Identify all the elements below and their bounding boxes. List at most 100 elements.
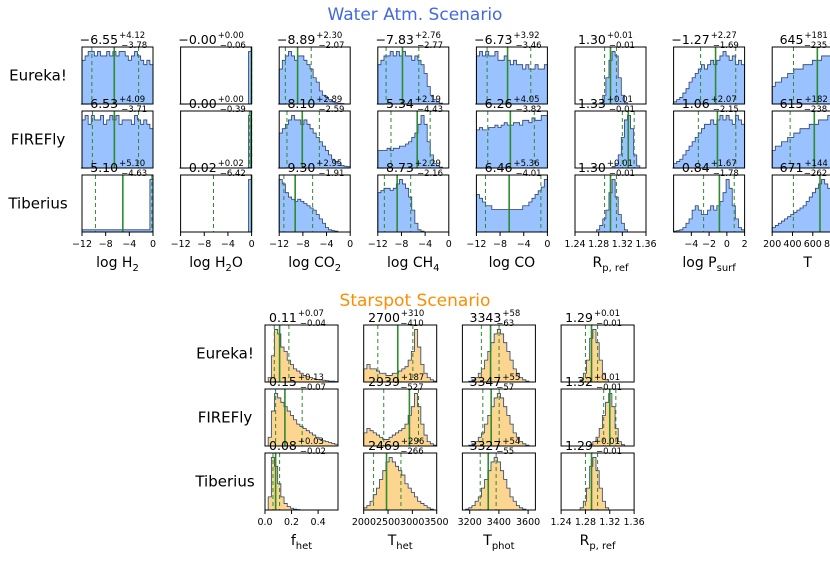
histogram-panel: −8.10+2.89 −2.59 bbox=[277, 95, 351, 169]
panel-frame bbox=[363, 388, 438, 447]
row-label: FIREFly bbox=[11, 131, 66, 149]
histogram-panel: −0.02+0.02 −6.42 bbox=[178, 159, 253, 233]
histogram-bars bbox=[265, 393, 339, 447]
histogram-panel: 645+181 −235 bbox=[771, 31, 830, 105]
median-annotation: 3343+58 −63 bbox=[470, 309, 521, 329]
median-annotation: −5.34+2.19 −4.43 bbox=[376, 95, 443, 115]
median-annotation: 1.30+0.01 −0.01 bbox=[578, 159, 635, 179]
x-tick-label: 0 bbox=[446, 239, 452, 250]
median-annotation: −6.53+4.09 −3.71 bbox=[80, 95, 147, 115]
panel-frame bbox=[771, 110, 830, 169]
x-tick-label: 1.32 bbox=[612, 239, 633, 250]
histogram-panel: 1.29+0.01 −0.01 bbox=[560, 437, 635, 511]
histogram-panel: 1.32+0.01 −0.01 bbox=[560, 373, 635, 447]
panel-frame bbox=[475, 110, 548, 169]
panel-frame bbox=[673, 46, 746, 105]
median-annotation: −6.73+3.92 −3.46 bbox=[474, 31, 541, 51]
x-axis-label: fhet bbox=[291, 533, 312, 552]
panel-frame bbox=[560, 452, 635, 511]
panel-frame bbox=[264, 324, 339, 383]
median-annotation: 615+182 −238 bbox=[780, 95, 828, 115]
histogram-panel: 3327+54 −55 bbox=[461, 437, 536, 511]
panel-frame bbox=[278, 174, 351, 233]
histogram-panel: −6.73+3.92 −3.46 bbox=[474, 31, 548, 105]
x-tick-label: −8 bbox=[197, 239, 211, 250]
x-axis-label: log H2 bbox=[96, 255, 139, 274]
panel-frame bbox=[461, 324, 536, 383]
x-tick-label: 0 bbox=[544, 239, 550, 250]
panel-frame bbox=[560, 388, 635, 447]
panel-frame bbox=[377, 46, 450, 105]
x-axis: 200400600800 T bbox=[763, 232, 830, 271]
histogram-panel: −8.89+2.30 −2.07 bbox=[277, 31, 351, 105]
median-annotation: 0.11+0.07 −0.04 bbox=[269, 309, 326, 329]
median-annotation: 1.29+0.01 −0.01 bbox=[565, 309, 622, 329]
histogram-bars bbox=[278, 179, 351, 233]
panel-frame bbox=[771, 174, 830, 233]
row-label: Eureka! bbox=[196, 345, 254, 363]
histogram-panel: −5.34+2.19 −4.43 bbox=[376, 95, 450, 169]
median-annotation: 1.29+0.01 −0.01 bbox=[565, 437, 622, 457]
chart-title: Water Atm. Scenario bbox=[328, 5, 503, 25]
x-tick-label: 2000250030003500 bbox=[352, 517, 449, 528]
x-tick-label: −12 bbox=[269, 239, 289, 250]
x-tick-label: 200 bbox=[763, 239, 781, 250]
x-tick-label: −12 bbox=[72, 239, 92, 250]
median-annotation: −0.02+0.02 −6.42 bbox=[178, 159, 245, 179]
median-annotation: −6.26+4.05 −3.82 bbox=[474, 95, 541, 115]
histogram-bars bbox=[476, 51, 548, 105]
x-tick-label: 3600 bbox=[516, 517, 540, 528]
median-annotation: 2469+296 −266 bbox=[368, 437, 424, 457]
histogram-panel: −9.30+2.95 −1.91 bbox=[277, 159, 351, 233]
panel-frame bbox=[81, 174, 154, 233]
x-axis: −4 −2 0 2 log Psurf bbox=[682, 232, 748, 274]
histogram-panel: −7.83+2.76 −2.77 bbox=[376, 31, 450, 105]
x-tick-label: −4 bbox=[122, 239, 136, 250]
chart-0: Water Atm. Scenario Eureka! FIREFly Tiberiu… bbox=[7, 5, 830, 274]
x-tick-label: 1.24 bbox=[551, 517, 572, 528]
panel-frame bbox=[461, 388, 536, 447]
panel-frame bbox=[81, 110, 154, 169]
x-tick-label: −8 bbox=[296, 239, 310, 250]
histogram-bars bbox=[81, 179, 154, 233]
histogram-panel: 1.30+0.01 −0.01 bbox=[574, 159, 647, 233]
x-axis-label: log Psurf bbox=[682, 255, 736, 274]
x-tick-label: −12 bbox=[171, 239, 191, 250]
x-tick-label: −4 bbox=[684, 239, 698, 250]
histogram-panel: −1.27+2.27 −1.69 bbox=[671, 31, 746, 105]
histogram-panel: −0.00+0.00 −0.06 bbox=[178, 31, 253, 105]
histogram-panel: 0.08+0.03 −0.02 bbox=[264, 437, 339, 511]
x-axis: 2000250030003500 Thet bbox=[352, 510, 449, 552]
x-axis-label: log H2O bbox=[189, 255, 243, 274]
row-label: Tiberius bbox=[7, 195, 67, 213]
panel-frame bbox=[377, 174, 450, 233]
x-tick-label: 0 bbox=[724, 239, 730, 250]
median-annotation: 1.33+0.01 −0.01 bbox=[578, 95, 635, 115]
histogram-panel: 1.29+0.01 −0.01 bbox=[560, 309, 635, 383]
histogram-panel: 0.11+0.07 −0.04 bbox=[264, 309, 339, 383]
median-annotation: −7.83+2.76 −2.77 bbox=[376, 31, 443, 51]
x-tick-label: 0 bbox=[347, 239, 353, 250]
histogram-panel: −6.55+4.12 −3.78 bbox=[80, 31, 154, 105]
median-annotation: 0.15+0.13 −0.07 bbox=[269, 373, 326, 393]
x-axis: −12 −8 −4 0 log CO bbox=[466, 232, 550, 271]
panel-frame bbox=[264, 388, 339, 447]
x-tick-label: 3200 bbox=[458, 517, 482, 528]
histogram-bars bbox=[771, 115, 830, 169]
median-annotation: 2700+310 −410 bbox=[368, 309, 424, 329]
x-axis-label: T bbox=[802, 255, 812, 271]
histogram-bars bbox=[180, 179, 252, 233]
x-axis: −12 −8 −4 0 log H2 bbox=[72, 232, 156, 274]
x-tick-label: −4 bbox=[418, 239, 432, 250]
median-annotation: −6.55+4.12 −3.78 bbox=[80, 31, 147, 51]
x-tick-label: −8 bbox=[493, 239, 507, 250]
x-tick-label: 1.28 bbox=[575, 517, 596, 528]
chart-title: Starspot Scenario bbox=[340, 291, 491, 311]
chart-1: Starspot Scenario Eureka! FIREFly Tiberius 0… bbox=[194, 291, 644, 552]
row-label: Tiberius bbox=[194, 473, 254, 491]
histogram-bars bbox=[476, 179, 548, 233]
x-tick-label: 0.2 bbox=[284, 517, 299, 528]
x-axis-label: Thet bbox=[387, 533, 413, 552]
panel-frame bbox=[278, 110, 351, 169]
panel-frame bbox=[771, 46, 830, 105]
